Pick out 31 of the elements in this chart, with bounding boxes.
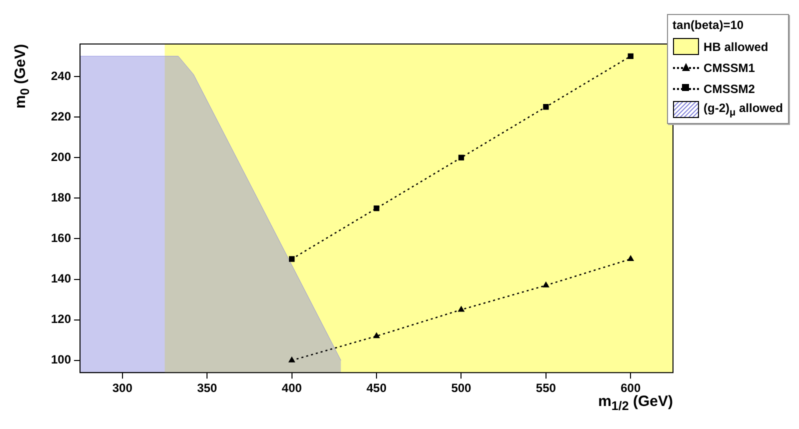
x-tick-label: 450 [366,381,387,396]
point [374,205,380,212]
x-tick-label: 400 [282,381,302,396]
point [543,104,549,110]
x-tick-label: 300 [112,381,133,396]
point [288,256,295,262]
point [458,154,464,160]
y-tick-label: 100 [50,352,72,367]
point [542,281,550,288]
x-tick-label: 550 [536,381,556,396]
x-tick-label: 600 [620,381,641,396]
y-tick-label: 140 [50,272,72,286]
y-tick-label: 180 [50,190,72,204]
x-tick-label: 500 [451,381,472,396]
x-tick-label: 350 [197,381,218,396]
point [288,356,296,362]
point [373,332,380,338]
point [627,255,634,262]
y-tick-label: 200 [50,150,72,164]
legend-label: CMSSM1 [704,60,755,74]
legend-title: tan(beta)=10 [672,18,745,32]
y-tick-label: 160 [50,231,72,246]
y-tick-label: 220 [50,109,72,124]
legend-label: CMSSM2 [704,82,755,96]
x-axis-title: m$_{1/2}$ (GeV) [598,392,673,413]
point [458,306,465,312]
y-tick-label: 120 [50,312,72,326]
band-label: HB allowed [704,40,768,54]
legend-label: (g-2)$_{μ}$ allowed [704,100,783,118]
point [628,53,634,59]
y-tick-label: 240 [50,68,72,83]
